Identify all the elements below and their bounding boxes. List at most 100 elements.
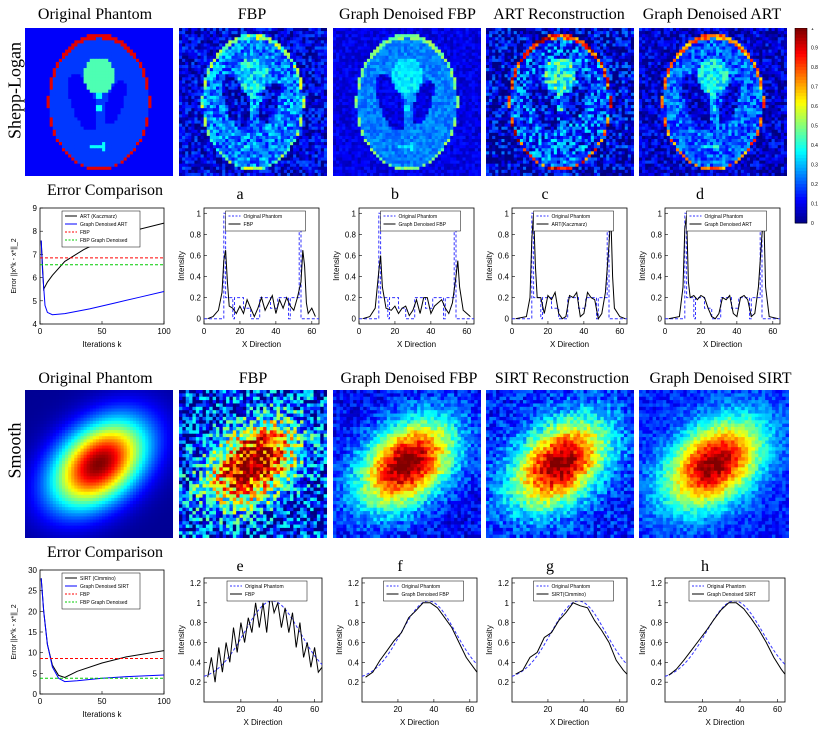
legend-box xyxy=(686,210,767,232)
x-axis-label: X Direction xyxy=(400,718,439,727)
x-tick-label: 60 xyxy=(773,705,782,714)
y-tick-label: 1.2 xyxy=(348,579,360,588)
y-tick-label: 1.2 xyxy=(498,579,510,588)
img-smooth-gd-fbp xyxy=(333,390,481,538)
y-tick-label: 0.8 xyxy=(498,619,510,628)
legend-label: ART(Kaczmarz) xyxy=(552,222,588,228)
series-line-1 xyxy=(40,578,165,683)
series-line-1 xyxy=(40,240,165,316)
x-tick-label: 20 xyxy=(236,705,245,714)
series-line-0 xyxy=(665,212,780,320)
title-a: a xyxy=(220,186,260,204)
img-smooth-gd-sirt xyxy=(639,390,789,538)
series-line-1 xyxy=(365,602,478,678)
colorbar-tick: 0.5 xyxy=(811,124,818,130)
y-tick-label: 0 xyxy=(658,315,663,324)
y-tick-label: 9 xyxy=(33,204,38,213)
series-line-1 xyxy=(515,213,626,320)
y-tick-label: 0.2 xyxy=(348,678,360,687)
img-shepp-fbp xyxy=(179,28,327,176)
title-err2: Error Comparison xyxy=(30,544,180,562)
title-top-art: ART Reconstruction xyxy=(484,6,634,24)
legend-box xyxy=(61,572,141,610)
y-tick-label: 0.6 xyxy=(498,638,510,647)
colorbar-tick: 0.6 xyxy=(811,104,818,110)
img-shepp-gd-fbp xyxy=(333,28,481,176)
img-smooth-original xyxy=(25,390,173,538)
y-tick-label: 1 xyxy=(197,209,202,218)
x-axis-label: X Direction xyxy=(705,718,744,727)
legend-label: Original Phantom xyxy=(244,214,283,220)
x-tick-label: 60 xyxy=(307,327,316,336)
y-tick-label: 1 xyxy=(658,209,663,218)
y-tick-label: 0.8 xyxy=(651,619,663,628)
legend-label: FBP xyxy=(80,230,90,236)
legend-box xyxy=(533,210,614,232)
x-tick-label: 20 xyxy=(696,327,705,336)
legend-box xyxy=(383,580,464,602)
y-tick-label: 6 xyxy=(33,274,38,283)
y-tick-label: 8 xyxy=(33,227,38,236)
colorbar-tick: 0.9 xyxy=(811,46,818,52)
y-tick-label: 0.6 xyxy=(190,251,202,260)
y-tick-label: 0.4 xyxy=(498,273,510,282)
x-tick-label: 40 xyxy=(426,327,435,336)
y-tick-label: 0.2 xyxy=(498,678,510,687)
y-tick-label: 0.8 xyxy=(498,230,510,239)
x-tick-label: 60 xyxy=(462,327,471,336)
x-axis-label: X Direction xyxy=(243,718,282,727)
legend-box xyxy=(688,580,770,602)
colorbar-tick: 0.4 xyxy=(811,143,818,149)
img-smooth-sirt xyxy=(486,390,634,538)
title-f: f xyxy=(380,558,420,576)
y-tick-label: 0.2 xyxy=(345,294,357,303)
y-tick-label: 0.6 xyxy=(190,638,202,647)
legend-label: FBP Graph Denoised xyxy=(80,600,128,606)
legend-label: Graph Denoised FBP xyxy=(402,592,450,598)
title-err1: Error Comparison xyxy=(30,182,180,200)
x-tick-label: 40 xyxy=(429,705,438,714)
title-bot-fbp: FBP xyxy=(178,370,328,388)
y-tick-label: 1 xyxy=(505,209,510,218)
y-axis-label: Error ||x^k - x*||_2 xyxy=(11,238,18,293)
colorbar-tick: 0.3 xyxy=(811,163,818,169)
chart-a: 0 20 40 60 0 0.2 0.4 0.6 0.8 1 X Direction Intensit… xyxy=(177,207,320,349)
x-tick-label: 20 xyxy=(543,705,552,714)
x-tick-label: 40 xyxy=(736,705,745,714)
chart-e: 20 40 60 0.2 0.4 0.6 0.8 1 1.2 X Direction Intensi… xyxy=(177,577,323,727)
legend-box xyxy=(226,580,308,602)
y-tick-label: 0 xyxy=(352,315,357,324)
y-tick-label: 0.8 xyxy=(651,230,663,239)
y-tick-label: 0 xyxy=(33,690,38,699)
title-d: d xyxy=(680,186,720,204)
legend-label: FBP xyxy=(244,222,254,228)
x-tick-label: 0 xyxy=(202,327,207,336)
chart-err2: 0 50 100 0 5 10 15 20 25 30 Iterations k Error ||x^… xyxy=(11,566,171,719)
chart-d: 0 20 40 60 0 0.2 0.4 0.6 0.8 1 X Direction Intensit… xyxy=(638,207,781,349)
y-tick-label: 5 xyxy=(33,297,38,306)
row-label-smooth: Smooth xyxy=(5,411,26,491)
series-line-0 xyxy=(512,212,627,320)
y-tick-label: 0.8 xyxy=(190,230,202,239)
x-axis-label: Iterations k xyxy=(82,710,122,719)
x-axis-label: X Direction xyxy=(242,340,281,349)
y-tick-label: 0.6 xyxy=(348,638,360,647)
series-line-1 xyxy=(207,250,316,320)
x-tick-label: 40 xyxy=(732,327,741,336)
y-tick-label: 1 xyxy=(658,599,663,608)
y-axis-label: Intensity xyxy=(638,251,647,281)
y-tick-label: 25 xyxy=(28,587,37,596)
legend-label: Original Phantom xyxy=(552,214,591,220)
legend-label: Original Phantom xyxy=(399,214,438,220)
series-line-1 xyxy=(515,602,628,675)
y-tick-label: 0.2 xyxy=(190,678,202,687)
title-g: g xyxy=(530,558,570,576)
y-tick-label: 0.4 xyxy=(345,273,357,282)
img-shepp-art xyxy=(486,28,634,176)
chart-b: 0 20 40 60 0 0.2 0.4 0.6 0.8 1 X Direction Intensit… xyxy=(332,207,475,349)
colorbar-tick: 0.1 xyxy=(811,202,818,208)
legend-label: Graph Denoised ART xyxy=(80,222,127,228)
x-tick-label: 40 xyxy=(579,705,588,714)
y-tick-label: 0.2 xyxy=(498,294,510,303)
series-line-1 xyxy=(668,215,779,320)
